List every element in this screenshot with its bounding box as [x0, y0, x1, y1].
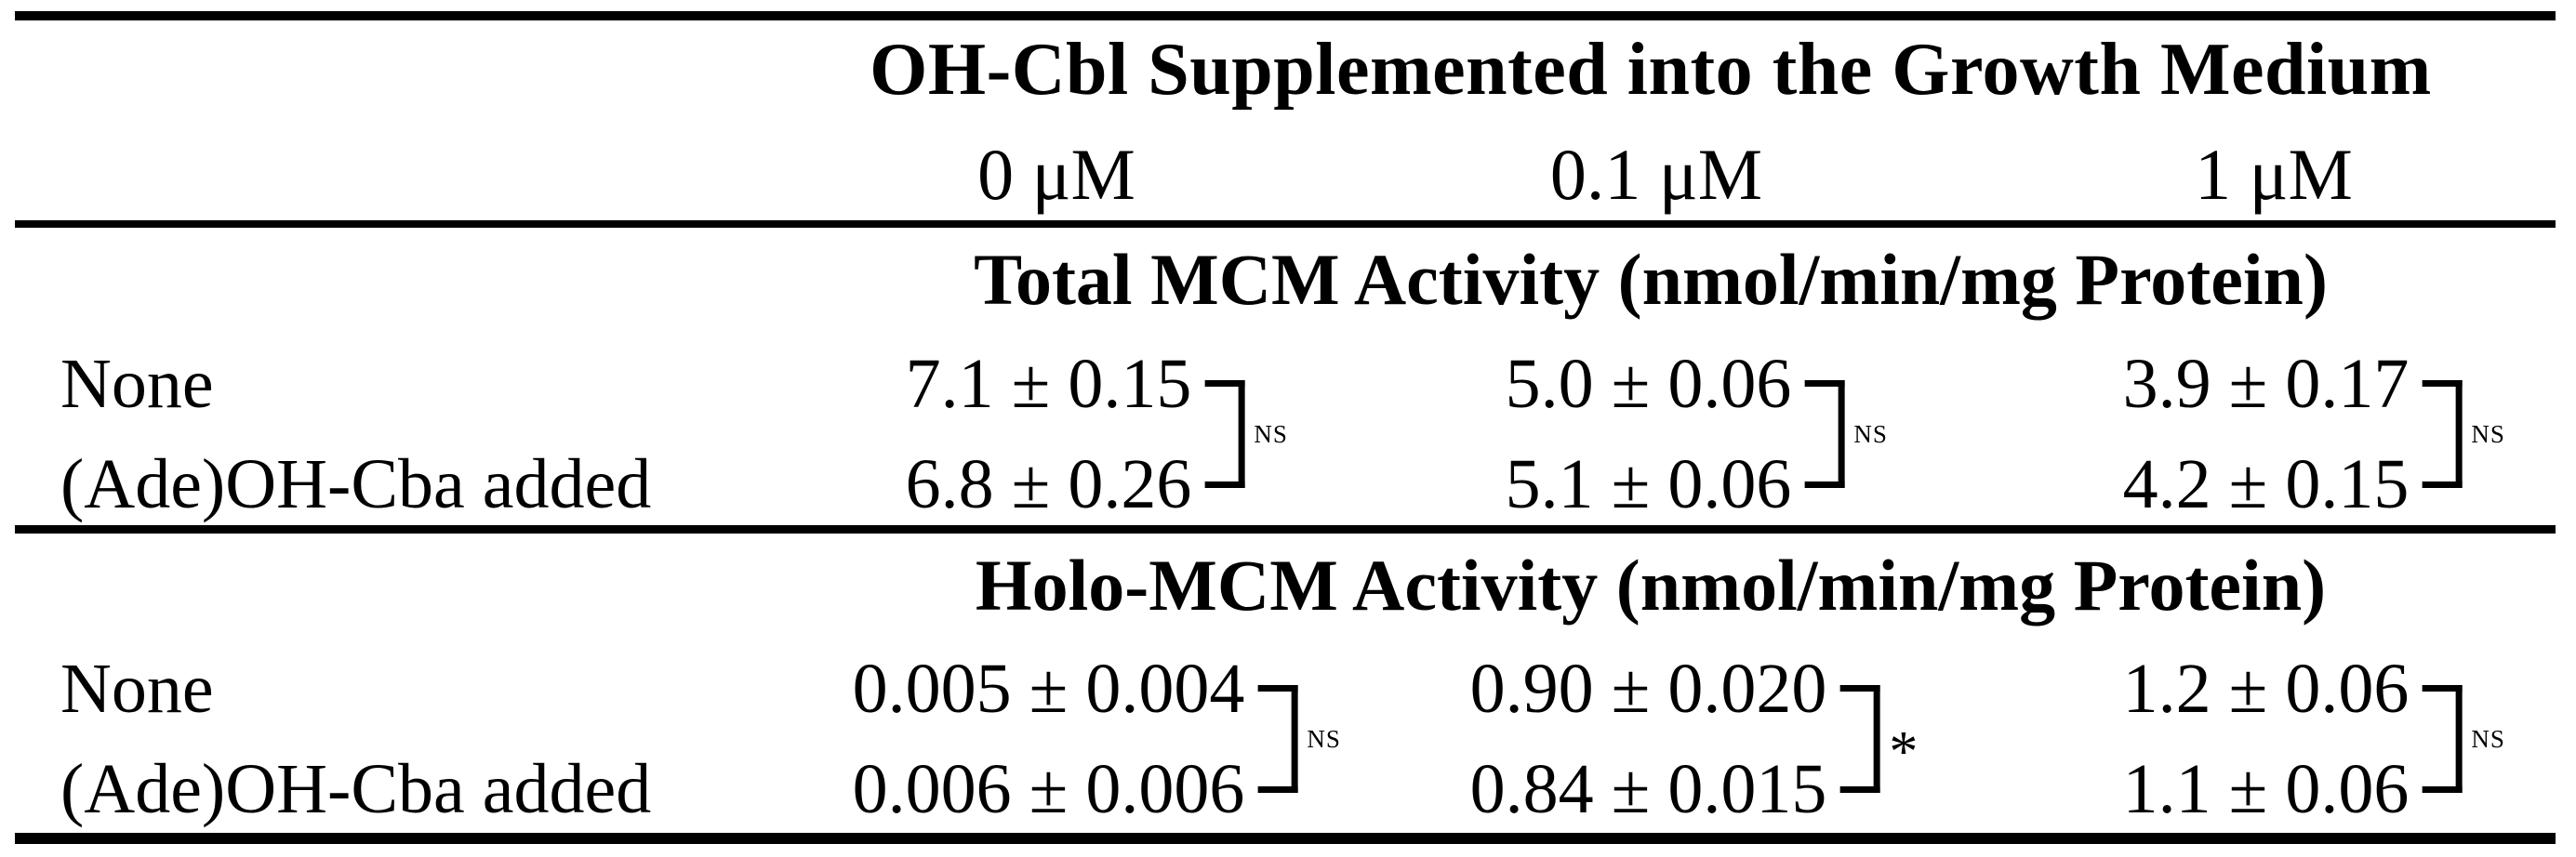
value-cell: 3.9 ± 0.17	[2122, 345, 2410, 423]
column-header-0uM: 0 μM	[977, 134, 1135, 215]
row-labels-total-mcm: None (Ade)OH-Cba added	[60, 334, 651, 534]
value-cell: 5.1 ± 0.06	[1505, 445, 1792, 523]
row-labels-holo-mcm: None (Ade)OH-Cba added	[60, 639, 651, 839]
section-header-total-mcm: Total MCM Activity (nmol/min/mg Protein)	[974, 239, 2328, 320]
value-cell: 1.2 ± 0.06	[2122, 650, 2410, 728]
value-pair-holo-0.1uM: 0.90 ± 0.020 0.84 ± 0.015 *	[1470, 639, 1951, 839]
significance-label: NS	[2471, 419, 2505, 448]
significance-label: NS	[1254, 419, 1288, 448]
comparison-bracket	[2422, 380, 2463, 488]
significance-label: NS	[1853, 419, 1888, 448]
value-cell: 7.1 ± 0.15	[905, 345, 1192, 423]
table-section-divider-rule	[15, 525, 2556, 534]
value-cell: 4.2 ± 0.15	[2122, 445, 2410, 523]
value-cell: 0.006 ± 0.006	[852, 750, 1245, 828]
value-cell: 0.84 ± 0.015	[1469, 750, 1827, 828]
section-header-holo-mcm: Holo-MCM Activity (nmol/min/mg Protein)	[975, 545, 2327, 626]
significance-label: NS	[2471, 724, 2505, 753]
significance-label-asterisk: *	[1889, 719, 1919, 784]
comparison-bracket	[1804, 380, 1845, 488]
value-cell: 6.8 ± 0.26	[905, 445, 1192, 523]
value-cell: 0.005 ± 0.004	[852, 650, 1245, 728]
comparison-bracket	[1839, 685, 1880, 793]
row-label-ade-oh-cba: (Ade)OH-Cba added	[60, 445, 652, 523]
value-pair-holo-0uM: 0.005 ± 0.004 0.006 ± 0.006 NS	[853, 639, 1369, 839]
value-cell: 5.0 ± 0.06	[1505, 345, 1792, 423]
table-bottom-rule	[15, 833, 2556, 844]
row-label-none: None	[60, 345, 214, 423]
value-cell: 0.90 ± 0.020	[1469, 650, 1827, 728]
value-pair-holo-1uM: 1.2 ± 0.06 1.1 ± 0.06 NS	[2123, 639, 2533, 839]
row-label-none: None	[60, 650, 214, 728]
significance-label: NS	[1307, 724, 1341, 753]
comparison-bracket	[1257, 685, 1298, 793]
table-top-rule	[15, 11, 2556, 20]
column-header-0.1uM: 0.1 μM	[1549, 134, 1763, 215]
comparison-bracket	[1204, 380, 1245, 488]
value-cell: 1.1 ± 0.06	[2122, 750, 2410, 828]
value-pair-total-0uM: 7.1 ± 0.15 6.8 ± 0.26 NS	[906, 334, 1316, 534]
table-header-rule	[15, 220, 2556, 228]
value-pair-total-0.1uM: 5.0 ± 0.06 5.1 ± 0.06 NS	[1506, 334, 1916, 534]
comparison-bracket	[2422, 685, 2463, 793]
column-group-header: OH-Cbl Supplemented into the Growth Medi…	[870, 29, 2432, 111]
column-header-1uM: 1 μM	[2195, 134, 2353, 215]
value-pair-total-1uM: 3.9 ± 0.17 4.2 ± 0.15 NS	[2123, 334, 2533, 534]
row-label-ade-oh-cba: (Ade)OH-Cba added	[60, 750, 652, 828]
